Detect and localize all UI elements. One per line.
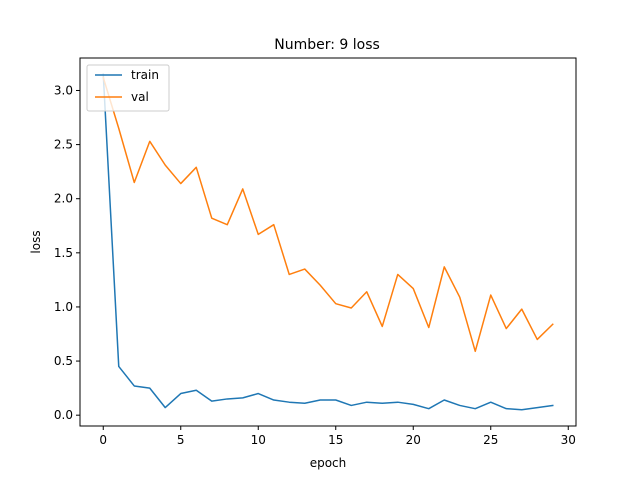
- series-line-val: [102, 76, 554, 353]
- y-tick-label: 2.5: [54, 138, 73, 152]
- y-tick-label: 0.0: [54, 408, 73, 422]
- legend-label-train: train: [131, 68, 159, 82]
- x-tick-label: 10: [251, 433, 266, 447]
- legend-box: [86, 64, 170, 112]
- plot-frame: [79, 57, 577, 427]
- y-tick-label: 3.0: [54, 83, 73, 97]
- chart-title: Number: 9 loss: [274, 37, 380, 53]
- legend: train val: [86, 64, 170, 112]
- series-line-train: [102, 73, 554, 411]
- plot-area: [79, 57, 577, 427]
- y-axis-ticks: 0.0 0.5 1.0 1.5 2.0 2.5 3.0: [54, 83, 80, 422]
- series-layer: [102, 73, 554, 411]
- y-tick-label: 0.5: [54, 354, 73, 368]
- y-axis-label: loss: [29, 230, 43, 253]
- x-axis-ticks: 0 5 10 15 20 25 30: [99, 426, 576, 447]
- x-tick-label: 0: [99, 433, 107, 447]
- x-tick-label: 15: [328, 433, 343, 447]
- x-tick-label: 5: [177, 433, 185, 447]
- x-tick-label: 30: [561, 433, 576, 447]
- x-tick-label: 25: [483, 433, 498, 447]
- y-tick-label: 1.0: [54, 300, 73, 314]
- legend-label-val: val: [131, 90, 149, 104]
- y-tick-label: 1.5: [54, 246, 73, 260]
- x-tick-label: 20: [406, 433, 421, 447]
- x-axis-label: epoch: [310, 456, 347, 470]
- y-tick-label: 2.0: [54, 192, 73, 206]
